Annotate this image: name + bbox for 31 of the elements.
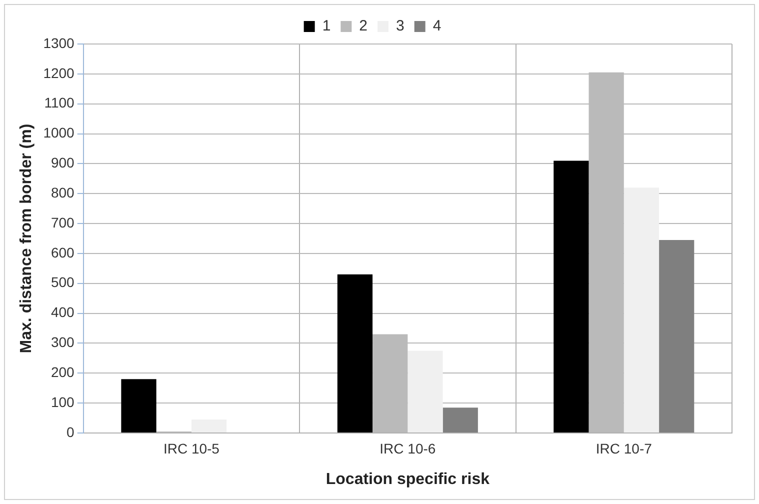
y-tick-label: 800 — [50, 184, 75, 200]
y-tick-label: 500 — [50, 274, 75, 290]
y-tick-label: 100 — [50, 394, 75, 410]
bar — [337, 274, 373, 432]
y-tick-label: 1100 — [44, 94, 75, 111]
x-tick-label: IRC 10-6 — [380, 440, 436, 456]
legend-label: 4 — [432, 18, 442, 35]
bar — [659, 240, 694, 432]
y-axis-title: Max. distance from border (m) — [18, 124, 36, 354]
legend-label: 3 — [396, 18, 404, 35]
y-tick-label: 900 — [50, 154, 75, 171]
x-tick-label: IRC 10-7 — [596, 440, 652, 456]
legend-label: 2 — [359, 18, 368, 35]
x-tick-label: IRC 10-5 — [163, 440, 220, 456]
legend-label: 1 — [322, 18, 331, 35]
y-tick-label: 700 — [50, 214, 75, 230]
y-tick-label: 1200 — [43, 64, 75, 81]
y-tick-label: 1300 — [43, 34, 75, 51]
y-tick-label: 200 — [50, 364, 75, 380]
bar — [624, 188, 660, 432]
bar — [121, 379, 156, 432]
y-tick-label: 0 — [66, 424, 75, 440]
y-tick-label: 1000 — [43, 124, 75, 141]
bar — [408, 350, 443, 432]
y-tick-label: 400 — [50, 304, 75, 320]
bar — [191, 420, 227, 432]
y-tick-label: 600 — [50, 244, 75, 260]
bar — [554, 160, 589, 432]
y-tick-label: 300 — [50, 334, 75, 350]
bar — [442, 408, 478, 432]
x-axis-title: Location specific risk — [326, 470, 490, 488]
